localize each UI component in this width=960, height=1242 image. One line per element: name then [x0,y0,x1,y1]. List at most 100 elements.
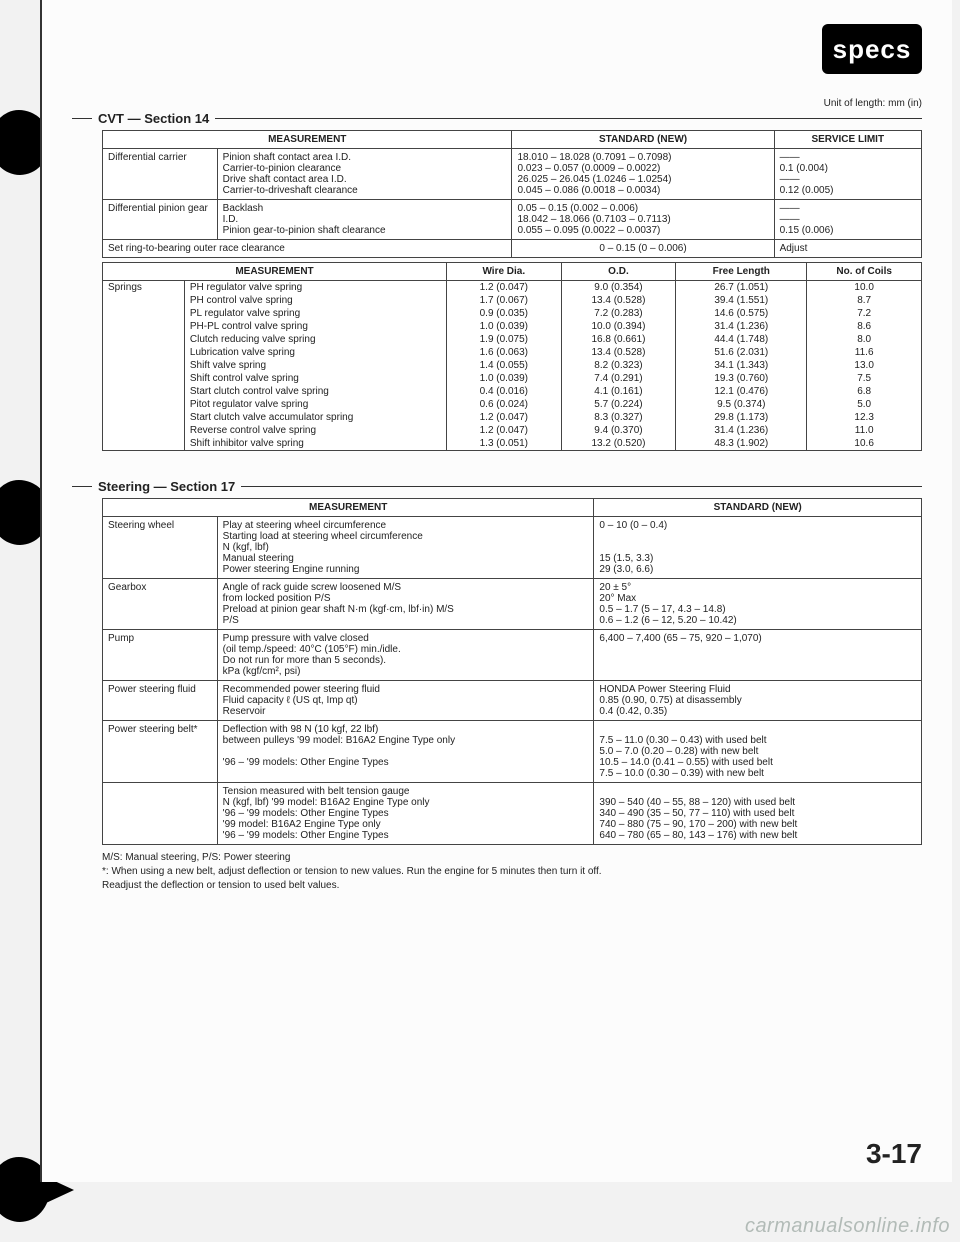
cell: 4.1 (0.161) [561,385,676,398]
table-row: Steering wheelPlay at steering wheel cir… [103,517,922,579]
cell-meas: Tension measured with belt tension gauge… [217,783,594,845]
cell: 1.6 (0.063) [446,346,561,359]
cell: 13.4 (0.528) [561,294,676,307]
unit-note: Unit of length: mm (in) [102,98,922,109]
cell: 1.0 (0.039) [446,320,561,333]
table-row: Shift control valve spring1.0 (0.039)7.4… [103,372,922,385]
cell: 1.0 (0.039) [446,372,561,385]
cell: 13.4 (0.528) [561,346,676,359]
cell: 1.2 (0.047) [446,281,561,295]
table-row: Clutch reducing valve spring1.9 (0.075)1… [103,333,922,346]
cell: 0.9 (0.035) [446,307,561,320]
cell: 31.4 (1.236) [676,424,807,437]
cvt-springs-table: MEASUREMENT Wire Dia. O.D. Free Length N… [102,262,922,451]
cell: 10.0 [807,281,922,295]
table-row: PL regulator valve spring0.9 (0.035)7.2 … [103,307,922,320]
cell: 0.6 (0.024) [446,398,561,411]
cell: 8.7 [807,294,922,307]
cell-item: Springs [103,281,185,451]
cell: 10.6 [807,437,922,451]
cell-meas: Pump pressure with valve closed (oil tem… [217,630,594,681]
cell: PH control valve spring [184,294,446,307]
table-row: PH control valve spring1.7 (0.067)13.4 (… [103,294,922,307]
cell-item: Differential carrier [103,149,218,200]
cell: PL regulator valve spring [184,307,446,320]
table-row: Lubrication valve spring1.6 (0.063)13.4 … [103,346,922,359]
cell: 1.7 (0.067) [446,294,561,307]
cell: 1.2 (0.047) [446,411,561,424]
table-row: Differential pinion gear Backlash I.D. P… [103,200,922,240]
cell: 7.2 [807,307,922,320]
table-row: GearboxAngle of rack guide screw loosene… [103,579,922,630]
cell: 31.4 (1.236) [676,320,807,333]
cell: Shift inhibitor valve spring [184,437,446,451]
cell-item: Power steering fluid [103,681,218,721]
col-meas: MEASUREMENT [103,131,512,149]
table-row: Start clutch valve accumulator spring1.2… [103,411,922,424]
cell: 34.1 (1.343) [676,359,807,372]
table-row: SpringsPH regulator valve spring1.2 (0.0… [103,281,922,295]
steering-section-head: Steering — Section 17 [72,479,922,494]
cell: Start clutch control valve spring [184,385,446,398]
cell: 7.2 (0.283) [561,307,676,320]
cell-svc: —— —— 0.15 (0.006) [774,200,921,240]
cell: 9.5 (0.374) [676,398,807,411]
table-row: PH-PL control valve spring1.0 (0.039)10.… [103,320,922,333]
cell-meas: Backlash I.D. Pinion gear-to-pinion shaf… [217,200,512,240]
specs-badge: specs [822,24,922,74]
col-wire: Wire Dia. [446,263,561,281]
cell: 12.3 [807,411,922,424]
page-number: 3-17 [866,1138,922,1170]
cell: 13.2 (0.520) [561,437,676,451]
cell: 9.0 (0.354) [561,281,676,295]
col-std: STANDARD (NEW) [594,499,922,517]
cell: PH-PL control valve spring [184,320,446,333]
col-od: O.D. [561,263,676,281]
cell-std: HONDA Power Steering Fluid 0.85 (0.90, 0… [594,681,922,721]
cell: 5.7 (0.224) [561,398,676,411]
cell: 13.0 [807,359,922,372]
cell-item: Steering wheel [103,517,218,579]
cell: 39.4 (1.551) [676,294,807,307]
cell: 16.8 (0.661) [561,333,676,346]
cell: Pitot regulator valve spring [184,398,446,411]
cell: 8.2 (0.323) [561,359,676,372]
table-row: Power steering fluidRecommended power st… [103,681,922,721]
cell: 12.1 (0.476) [676,385,807,398]
cell-std: 390 – 540 (40 – 55, 88 – 120) with used … [594,783,922,845]
cell-std: 7.5 – 11.0 (0.30 – 0.43) with used belt … [594,721,922,783]
col-std: STANDARD (NEW) [512,131,774,149]
table-row: Differential carrier Pinion shaft contac… [103,149,922,200]
cell: 8.3 (0.327) [561,411,676,424]
cell: 9.4 (0.370) [561,424,676,437]
col-svc: SERVICE LIMIT [774,131,921,149]
col-meas: MEASUREMENT [103,499,594,517]
cell: 8.0 [807,333,922,346]
cell-std: 6,400 – 7,400 (65 – 75, 920 – 1,070) [594,630,922,681]
cell: 10.0 (0.394) [561,320,676,333]
cell-std: 0 – 0.15 (0 – 0.006) [512,240,774,258]
steering-table: MEASUREMENT STANDARD (NEW) Steering whee… [102,498,922,845]
cell-meas: Deflection with 98 N (10 kgf, 22 lbf) be… [217,721,594,783]
cell-std: 0.05 – 0.15 (0.002 – 0.006) 18.042 – 18.… [512,200,774,240]
table-row: Reverse control valve spring1.2 (0.047)9… [103,424,922,437]
table-row: Set ring-to-bearing outer race clearance… [103,240,922,258]
cvt-section-head: CVT — Section 14 [72,111,922,126]
cell: 1.2 (0.047) [446,424,561,437]
table-row: Start clutch control valve spring0.4 (0.… [103,385,922,398]
cell: 1.3 (0.051) [446,437,561,451]
cell: 11.0 [807,424,922,437]
cell-meas: Pinion shaft contact area I.D. Carrier-t… [217,149,512,200]
cell-std: 0 – 10 (0 – 0.4) 15 (1.5, 3.3) 29 (3.0, … [594,517,922,579]
cell: Shift valve spring [184,359,446,372]
cell: 0.4 (0.016) [446,385,561,398]
cell: 14.6 (0.575) [676,307,807,320]
watermark: carmanualsonline.info [745,1215,950,1238]
cell: 11.6 [807,346,922,359]
table-row: Power steering belt*Deflection with 98 N… [103,721,922,783]
page-content: specs Unit of length: mm (in) CVT — Sect… [40,0,952,1182]
cell-std: 18.010 – 18.028 (0.7091 – 0.7098) 0.023 … [512,149,774,200]
cell: 7.5 [807,372,922,385]
cell: PH regulator valve spring [184,281,446,295]
cell-svc: Adjust [774,240,921,258]
